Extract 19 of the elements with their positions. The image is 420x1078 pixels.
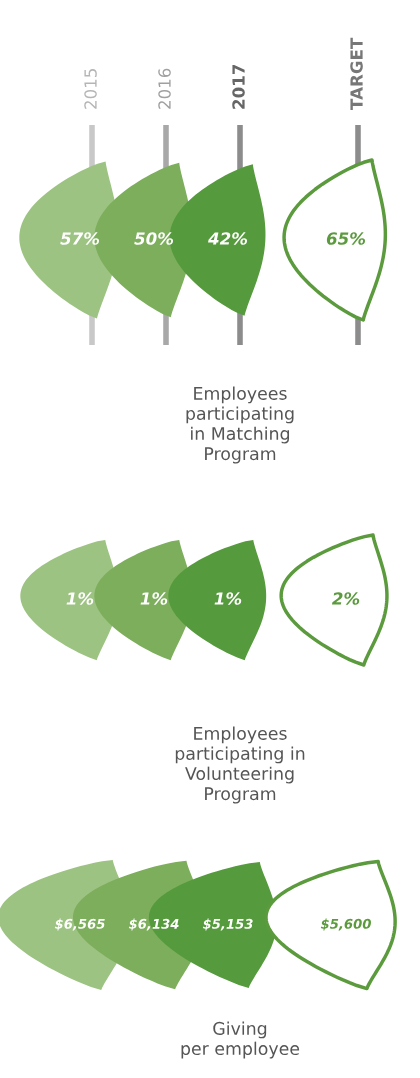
data-label: 1%	[66, 592, 94, 605]
data-label: 2%	[331, 592, 360, 605]
data-label: $5,153	[202, 918, 253, 931]
category-label: 2016	[158, 68, 171, 109]
category-label: 2015	[84, 69, 97, 109]
data-label: 65%	[326, 232, 366, 245]
text: Employees participating in Volunteering Program	[175, 726, 305, 804]
category-label: TARGET	[350, 37, 363, 110]
text: Giving per employee	[181, 1021, 300, 1059]
data-label: 50%	[134, 232, 174, 245]
data-label: $6,565	[54, 918, 105, 931]
category-label: 2017	[232, 64, 245, 109]
text: Employees participating in Matching Program	[186, 386, 294, 464]
data-label: 1%	[214, 592, 242, 605]
data-label: 1%	[140, 592, 168, 605]
data-label: $6,134	[128, 918, 179, 931]
data-label: $5,600	[320, 918, 371, 931]
data-label: 57%	[60, 232, 100, 245]
data-label: 42%	[208, 232, 248, 245]
